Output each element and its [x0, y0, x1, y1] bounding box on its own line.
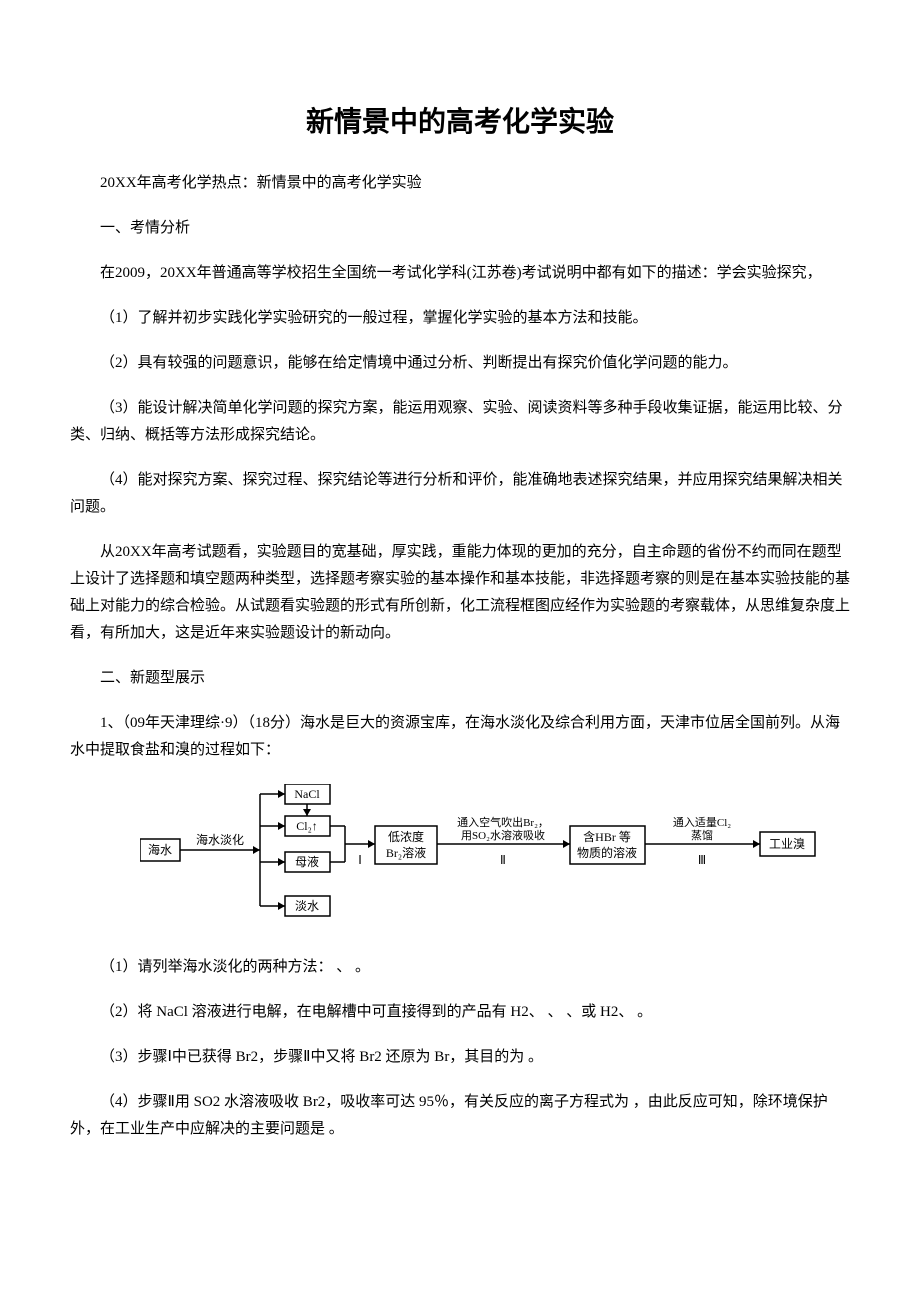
svg-text:用SO₂水溶液吸收: 用SO₂水溶液吸收	[461, 828, 545, 842]
svg-text:Br₂溶液: Br₂溶液	[386, 845, 426, 860]
section1-p1: 在2009，20XX年普通高等学校招生全国统一考试化学科(江苏卷)考试说明中都有…	[70, 260, 850, 287]
svg-text:Cl₂↑: Cl₂↑	[296, 819, 318, 833]
svg-text:母液: 母液	[295, 854, 319, 869]
svg-text:工业溴: 工业溴	[769, 837, 805, 851]
q1-intro: 1、（09年天津理综·9）（18分）海水是巨大的资源宝库，在海水淡化及综合利用方…	[70, 710, 850, 764]
svg-text:通入适量Cl₂: 通入适量Cl₂	[673, 816, 731, 829]
q1-sub3: （3）步骤Ⅰ中已获得 Br2，步骤Ⅱ中又将 Br2 还原为 Br，其目的为 。	[70, 1044, 850, 1071]
q1-sub4: （4）步骤Ⅱ用 SO2 水溶液吸收 Br2，吸收率可达 95％，有关反应的离子方…	[70, 1089, 850, 1143]
q1-sub1: （1）请列举海水淡化的两种方法： 、 。	[70, 954, 850, 981]
process-diagram: 海水 海水淡化 NaCl Cl₂↑ 母液 淡水	[140, 784, 850, 924]
svg-text:NaCl: NaCl	[294, 787, 320, 801]
svg-text:Ⅰ: Ⅰ	[358, 853, 362, 867]
section1-item1: （1）了解并初步实践化学实验研究的一般过程，掌握化学实验的基本方法和技能。	[70, 305, 850, 332]
diagram-svg: 海水 海水淡化 NaCl Cl₂↑ 母液 淡水	[140, 784, 830, 924]
svg-text:含HBr 等: 含HBr 等	[583, 829, 631, 844]
section1-item4: （4）能对探究方案、探究过程、探究结论等进行分析和评价，能准确地表述探究结果，并…	[70, 467, 850, 521]
svg-text:物质的溶液: 物质的溶液	[577, 845, 637, 860]
svg-text:低浓度: 低浓度	[388, 829, 424, 844]
svg-text:通入空气吹出Br₂，: 通入空气吹出Br₂，	[457, 815, 549, 829]
q1-sub2: （2）将 NaCl 溶液进行电解，在电解槽中可直接得到的产品有 H2、 、 、或…	[70, 999, 850, 1026]
svg-text:海水: 海水	[148, 842, 172, 857]
section1-item3: （3）能设计解决简单化学问题的探究方案，能运用观察、实验、阅读资料等多种手段收集…	[70, 395, 850, 449]
svg-text:Ⅲ: Ⅲ	[698, 853, 706, 867]
section1-heading: 一、考情分析	[70, 215, 850, 242]
svg-text:Ⅱ: Ⅱ	[500, 853, 506, 867]
svg-text:蒸馏: 蒸馏	[691, 828, 713, 842]
intro-line: 20XX年高考化学热点：新情景中的高考化学实验	[70, 170, 850, 197]
svg-text:淡水: 淡水	[295, 899, 319, 913]
page-title: 新情景中的高考化学实验	[70, 100, 850, 140]
svg-text:海水淡化: 海水淡化	[196, 832, 244, 847]
section2-heading: 二、新题型展示	[70, 665, 850, 692]
section1-item2: （2）具有较强的问题意识，能够在给定情境中通过分析、判断提出有探究价值化学问题的…	[70, 350, 850, 377]
section1-p2: 从20XX年高考试题看，实验题目的宽基础，厚实践，重能力体现的更加的充分，自主命…	[70, 539, 850, 647]
